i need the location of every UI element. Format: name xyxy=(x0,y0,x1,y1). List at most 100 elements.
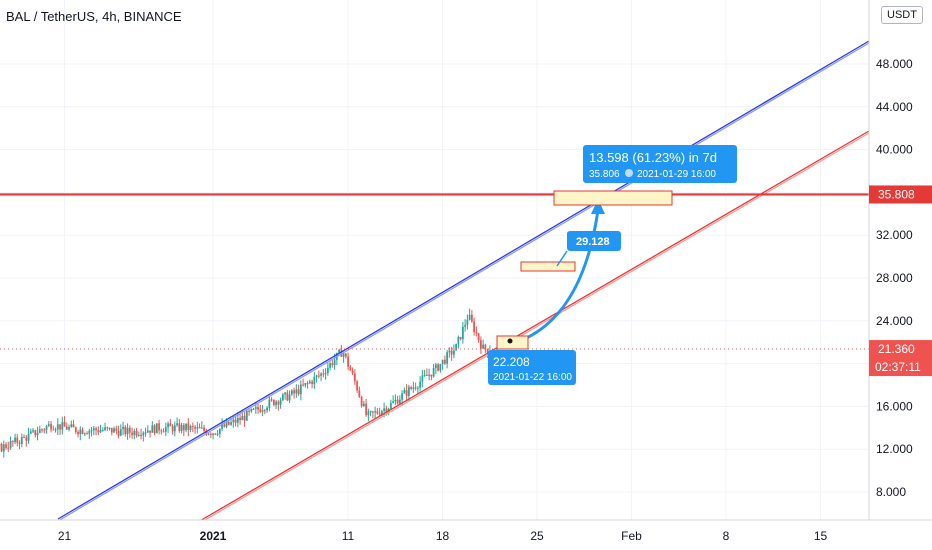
candle-body xyxy=(331,363,334,366)
upper-channel-line xyxy=(57,42,870,522)
candle-body xyxy=(54,429,57,431)
candle-body xyxy=(443,359,446,364)
candle-body xyxy=(407,387,410,396)
candle-body xyxy=(88,430,91,434)
candle-body xyxy=(5,444,7,448)
candle-body xyxy=(223,424,226,427)
candle-body xyxy=(376,411,379,414)
currency-button[interactable]: USDT xyxy=(881,6,923,24)
x-tick-label: 11 xyxy=(342,529,355,543)
time-axis xyxy=(0,520,869,550)
candle-body xyxy=(315,375,318,378)
candle-body xyxy=(329,363,332,368)
candle-body xyxy=(113,428,115,433)
candle-body xyxy=(119,429,122,436)
candle-body xyxy=(176,423,178,426)
candle-body xyxy=(81,429,84,434)
entry-dot xyxy=(507,338,513,344)
candle-body xyxy=(313,377,316,385)
candle-body xyxy=(297,389,300,395)
resistance-price-tag xyxy=(869,185,932,204)
candle-body xyxy=(358,390,361,398)
candle-body xyxy=(484,344,487,350)
candle-body xyxy=(151,425,154,433)
candle-body xyxy=(218,428,221,434)
candle-body xyxy=(27,433,30,441)
mid-target-label: 29.128 xyxy=(576,236,610,248)
y-tick-label: 40.000 xyxy=(876,143,913,157)
candle-body xyxy=(423,374,426,376)
candle-body xyxy=(261,410,264,412)
y-tick-label: 8.000 xyxy=(876,485,906,499)
current-price-tag xyxy=(869,340,932,377)
candle-body xyxy=(234,419,237,423)
candle-body xyxy=(248,410,250,412)
candle-body xyxy=(189,426,192,430)
candle-body xyxy=(122,426,124,430)
candle-body xyxy=(180,424,183,431)
entry-date-label: 2021-01-22 16:00 xyxy=(493,372,572,383)
candle-body xyxy=(38,429,41,433)
candle-body xyxy=(173,425,176,432)
candle-body xyxy=(270,399,273,401)
candle-body xyxy=(135,430,138,436)
candle-body xyxy=(272,399,275,406)
candle-body xyxy=(72,424,75,428)
candle-body xyxy=(43,429,46,431)
candle-body xyxy=(286,392,289,401)
candle-body xyxy=(104,427,106,430)
candle-body xyxy=(475,332,478,334)
candle-body xyxy=(171,426,174,432)
candle-body xyxy=(290,390,293,395)
candle-body xyxy=(86,433,88,435)
x-tick-label: 8 xyxy=(723,529,730,543)
candle-body xyxy=(342,353,345,357)
candle-body xyxy=(106,427,109,429)
candle-body xyxy=(41,429,43,431)
candle-body xyxy=(326,367,329,374)
candle-body xyxy=(362,403,365,406)
candle-body xyxy=(162,431,165,433)
entry-price-label: 22.208 xyxy=(493,355,530,369)
candle-body xyxy=(299,384,302,395)
price-axis xyxy=(869,0,932,550)
candle-body xyxy=(59,424,61,430)
candle-body xyxy=(97,430,100,433)
candle-body xyxy=(108,427,111,429)
y-tick-label: 48.000 xyxy=(876,57,913,71)
candle-body xyxy=(412,387,415,389)
candle-body xyxy=(243,415,246,421)
x-tick-label: 2021 xyxy=(200,529,227,543)
candle-body xyxy=(153,425,156,434)
candle-body xyxy=(398,399,401,404)
target-date-label: 2021-01-29 16:00 xyxy=(637,169,716,180)
candle-body xyxy=(374,411,377,413)
candle-body xyxy=(142,432,145,436)
candle-body xyxy=(347,356,350,367)
candle-body xyxy=(446,352,449,364)
candle-body xyxy=(216,433,219,435)
candle-body xyxy=(167,423,169,428)
candle-body xyxy=(61,422,64,430)
candle-body xyxy=(428,374,431,376)
candle-body xyxy=(308,381,311,384)
candle-body xyxy=(126,427,129,435)
candle-body xyxy=(468,314,471,320)
candle-body xyxy=(185,423,187,431)
candle-body xyxy=(430,374,433,377)
candle-body xyxy=(196,427,199,429)
candle-body xyxy=(268,399,271,408)
candle-body xyxy=(405,390,408,396)
candle-body xyxy=(288,394,291,401)
candle-body xyxy=(486,349,489,353)
x-tick-label: 25 xyxy=(530,529,544,543)
entry-box xyxy=(496,335,529,350)
candle-body xyxy=(306,383,309,385)
candle-body xyxy=(11,441,14,443)
candle-body xyxy=(371,411,374,413)
candle-body xyxy=(392,401,395,404)
x-tick-label: 15 xyxy=(814,529,828,543)
candle-body xyxy=(232,419,235,423)
candle-body xyxy=(7,447,10,449)
